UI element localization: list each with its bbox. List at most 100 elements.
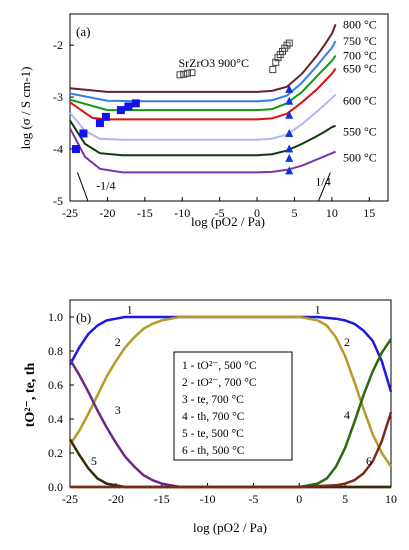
panel-a-series-label: 800 °C — [343, 17, 377, 31]
panel-a-series-line — [69, 55, 337, 112]
panel-a-x-axis-label: log (pO2 / Pa) — [191, 214, 265, 229]
panel-a-x-tick-label: -10 — [174, 206, 190, 220]
panel-b-y-tick-label: 0.0 — [48, 480, 63, 494]
panel-b-x-tick-label: -25 — [62, 492, 78, 506]
panel-a-filled-square-marker — [124, 102, 133, 111]
panel-b-legend-entry: 2 - tO²⁻, 700 °C — [182, 377, 257, 389]
panel-b-x-tick-label: 0 — [296, 492, 302, 506]
panel-a-slope-guide-line — [77, 172, 89, 202]
panel-b-series-line — [70, 411, 393, 489]
panel-a-filled-square-marker — [79, 129, 88, 138]
panel-a-open-square-marker — [188, 69, 196, 77]
panel-a-triangle-marker — [285, 153, 294, 162]
panel-b-y-tick-label: 0.8 — [48, 344, 63, 358]
panel-b-legend-entries: 1 - tO²⁻, 500 °C 2 - tO²⁻, 700 °C 3 - te, … — [182, 360, 257, 457]
panel-a-filled-square-marker — [101, 112, 110, 121]
panel-a-series-line — [69, 127, 336, 174]
panel-a-open-square-marker — [176, 71, 184, 79]
panel-a-open-square-marker — [283, 41, 291, 49]
panel-b-x-axis-label: log (pO2 / Pa) — [193, 520, 267, 535]
panel-b-curve-number: 2 — [344, 335, 350, 349]
panel-b-x-tick-label: 5 — [342, 492, 348, 506]
panel-b-label: (b) — [76, 310, 91, 325]
panel-b-x-tick-label: 10 — [385, 492, 397, 506]
panel-a-annotation: SrZrO3 900°C — [178, 56, 248, 70]
panel-b-curve-labels: 1 1 2 2 3 4 5 6 — [91, 303, 372, 468]
panel-a-triangle-marker — [285, 84, 294, 93]
panel-b-curve-number: 2 — [115, 335, 121, 349]
panel-a-markers — [71, 39, 294, 175]
panel-b-legend-entry: 6 - th, 500 °C — [182, 445, 245, 457]
panel-a-filled-square-marker — [116, 106, 125, 115]
panel-b-x-tick-label: -5 — [248, 492, 258, 506]
panel-a-series-label: 750 °C — [343, 34, 377, 48]
panel-a-x-tick-label: 5 — [291, 206, 297, 220]
panel-b-y-tick-label: 1.0 — [48, 310, 63, 324]
panel-a-triangle-marker — [285, 166, 294, 175]
panel-b-x-tick-label: -20 — [108, 492, 124, 506]
panel-a-open-square-marker — [272, 58, 280, 66]
panel-a-annotation: -1/4 — [96, 179, 115, 193]
panel-a-series-label: 550 °C — [343, 125, 377, 139]
panel-a-filled-square-marker — [71, 145, 80, 154]
panel-a-y-tick-label: -3 — [53, 90, 63, 104]
panel-a-series-line — [69, 93, 337, 141]
panel-b-curve-number: 1 — [315, 303, 321, 317]
panel-b-transference-chart: (b) 0.0 0.2 0.4 0.6 0.8 1.0 -25 -20 -15 -10 -5 0 5 1… — [23, 299, 397, 535]
panel-a-series-line — [69, 40, 337, 103]
panel-a-x-tick-label: -5 — [215, 206, 225, 220]
panel-a-x-tick-label: 15 — [363, 206, 375, 220]
panel-b-legend-entry: 1 - tO²⁻, 500 °C — [182, 360, 257, 372]
panel-a-x-tick-label: 10 — [326, 206, 338, 220]
panel-b-curve-number: 1 — [127, 303, 133, 317]
panel-a-y-tick-label: -5 — [53, 194, 63, 208]
panel-a-filled-square-marker — [131, 99, 140, 108]
panel-a-triangle-marker — [285, 128, 294, 137]
panel-b-x-tick-label: -15 — [154, 492, 170, 506]
panel-b-curves — [68, 315, 393, 489]
panel-a-x-tick-label: 0 — [254, 206, 260, 220]
panel-a-slope-guide-line — [317, 172, 331, 202]
panel-b-curve-number: 4 — [344, 408, 350, 422]
panel-a-triangle-marker — [285, 144, 294, 153]
panel-a-annotation: 1/4 — [315, 174, 330, 188]
panel-a-annotations: SrZrO3 900°C -1/4 1/4 — [96, 56, 331, 193]
panel-a-x-ticks: -25 -20 -15 -10 -5 0 5 10 15 — [62, 197, 375, 220]
panel-a-filled-square-marker — [95, 119, 104, 128]
panel-b-y-tick-label: 0.2 — [48, 446, 63, 460]
panel-a-y-tick-label: -4 — [53, 142, 63, 156]
panel-b-y-ticks: 0.0 0.2 0.4 0.6 0.8 1.0 — [48, 310, 74, 494]
panel-a-open-square-marker — [180, 70, 188, 78]
panel-a-plot-frame — [69, 13, 389, 202]
panel-a-series-line — [69, 24, 337, 93]
panel-b-x-tick-label: -10 — [200, 492, 216, 506]
panel-a-y-axis-label: log (σ / S cm-1) — [18, 67, 33, 150]
panel-b-y-tick-label: 0.6 — [48, 378, 63, 392]
panel-a-series-label: 650 °C — [343, 62, 377, 76]
panel-b-legend-entry: 5 - te, 500 °C — [182, 428, 244, 440]
panel-b-legend-entry: 4 - th, 700 °C — [182, 411, 245, 423]
panel-b-curve-number: 5 — [91, 454, 97, 468]
panel-a-x-tick-label: -25 — [62, 206, 78, 220]
panel-a-y-tick-label: -2 — [53, 38, 63, 52]
panel-a-label: (a) — [76, 24, 90, 39]
panel-a-series-line — [69, 119, 336, 157]
panel-b-curve-number: 3 — [115, 403, 121, 417]
panel-a-series-label: 600 °C — [343, 94, 377, 108]
panel-b-y-tick-label: 0.4 — [48, 412, 63, 426]
panel-b-y-axis-label: tO²⁻, te, th — [23, 363, 38, 428]
panel-a-x-tick-label: -15 — [137, 206, 153, 220]
panel-a-triangle-marker — [285, 96, 294, 105]
panel-a-series-label: 700 °C — [343, 49, 377, 63]
panel-b-legend-box — [173, 351, 293, 461]
panel-a-open-square-marker — [285, 39, 293, 47]
panel-a-open-square-marker — [183, 69, 191, 77]
panel-a-triangle-marker — [285, 110, 294, 119]
panel-a-series-label: 500 °C — [343, 151, 377, 165]
panel-a-open-square-marker — [269, 66, 277, 74]
panel-b-x-ticks: -25 -20 -15 -10 -5 0 5 10 — [62, 483, 397, 506]
panel-a-conductivity-chart: (a) -5 -4 -3 -2 -25 -20 -15 -10 -5 0 5 10 15 800 °C… — [18, 13, 389, 229]
panel-a-curves — [69, 24, 337, 174]
